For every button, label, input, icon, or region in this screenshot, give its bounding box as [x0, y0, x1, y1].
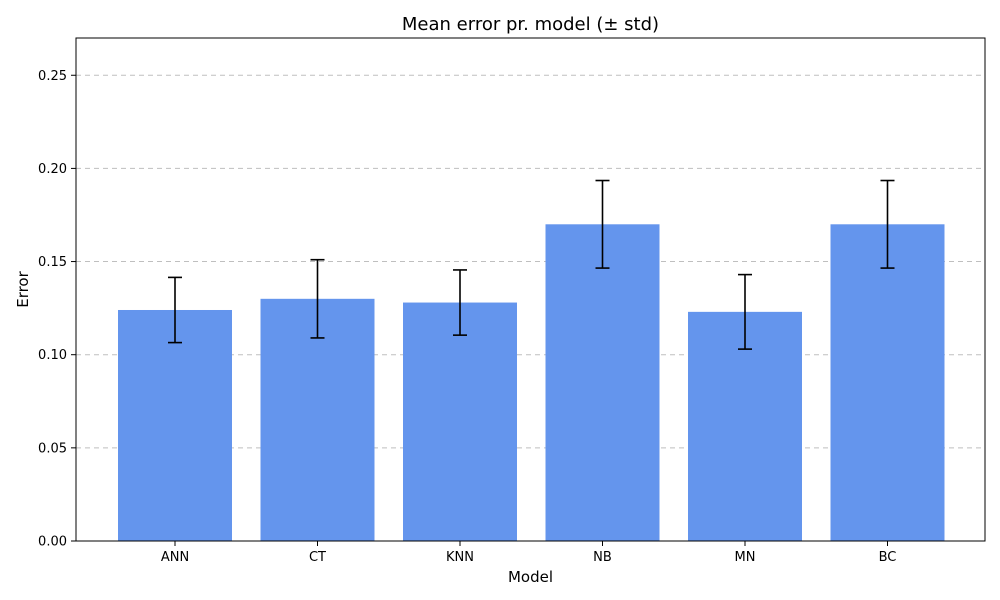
bar-knn	[403, 302, 517, 541]
y-tick-label: 0.10	[38, 348, 67, 363]
error-bars	[168, 179, 895, 350]
x-axis-label: Model	[508, 568, 553, 586]
x-tick-label-ann: ANN	[161, 550, 189, 565]
bar-nb	[545, 224, 660, 541]
x-tick-label-nb: NB	[593, 550, 612, 565]
bar-ann	[118, 309, 232, 541]
chart-title: Mean error pr. model (± std)	[402, 14, 659, 35]
error-bar-mn	[738, 273, 752, 350]
y-tick-label: 0.05	[38, 441, 67, 456]
bars	[118, 224, 945, 541]
error-bar-nb	[595, 179, 610, 269]
y-tick-label: 0.20	[38, 162, 67, 177]
error-bar-ct	[310, 258, 325, 339]
x-tick-label-bc: BC	[879, 550, 897, 565]
y-tick-label: 0.00	[38, 535, 67, 550]
bar-mn	[688, 311, 802, 541]
y-tick-label: 0.25	[38, 69, 67, 84]
x-axis-ticks: ANN CT KNN NB MN BC	[161, 541, 897, 565]
plot-frame	[75, 37, 986, 542]
x-tick-label-ct: CT	[309, 550, 326, 565]
x-tick-label-mn: MN	[735, 550, 756, 565]
bar-ct	[260, 298, 375, 541]
y-tick-label: 0.15	[38, 255, 67, 270]
x-tick-label-knn: KNN	[446, 550, 474, 565]
error-bar-knn	[453, 269, 467, 336]
error-bar-bc	[880, 179, 895, 269]
y-axis-ticks: 0.00 0.05 0.10 0.15 0.20 0.25	[38, 69, 76, 550]
bar-bc	[830, 224, 945, 541]
y-axis-label: Error	[14, 270, 32, 307]
error-bar-ann	[168, 276, 182, 344]
